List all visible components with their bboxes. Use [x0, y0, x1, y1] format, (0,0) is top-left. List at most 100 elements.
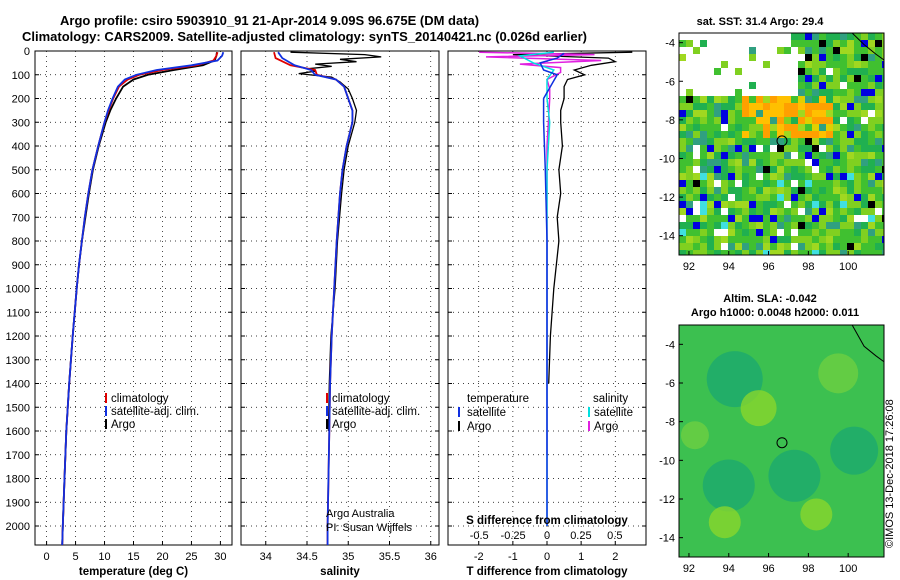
map-cell [784, 89, 791, 96]
map-cell [791, 229, 798, 236]
map-cell [735, 75, 742, 82]
satellite-temperature-diff-line [539, 52, 565, 526]
map-cell [875, 201, 882, 208]
map-cell [833, 187, 840, 194]
map-cell [770, 82, 777, 89]
map-cell [819, 131, 826, 138]
coastline [851, 32, 885, 61]
map-cell [854, 54, 861, 61]
map-cell [826, 131, 833, 138]
map-cell [847, 194, 854, 201]
map-cell [700, 173, 707, 180]
legend-label: Argo [332, 419, 356, 431]
map-cell [875, 180, 882, 187]
x2-tick-label: 0 [544, 530, 550, 542]
map-cell [700, 194, 707, 201]
map-cell [749, 54, 756, 61]
map-cell [784, 222, 791, 229]
map-cell [805, 124, 812, 131]
map-cell [679, 208, 686, 215]
map-cell [749, 89, 756, 96]
map-cell [791, 215, 798, 222]
map-cell [742, 131, 749, 138]
map-cell [679, 33, 686, 40]
map-cell [812, 145, 819, 152]
map-cell [770, 166, 777, 173]
map-cell [770, 180, 777, 187]
map-cell [819, 236, 826, 243]
y-tick-label: -4 [665, 339, 675, 351]
map-cell [805, 229, 812, 236]
y-tick-label: 1600 [6, 426, 30, 438]
x2-tick-label: -0.25 [501, 530, 526, 542]
map-cell [868, 194, 875, 201]
map-cell [749, 131, 756, 138]
map-cell [763, 131, 770, 138]
map-cell [749, 68, 756, 75]
map-cell [854, 173, 861, 180]
map-cell [798, 110, 805, 117]
map-cell [791, 152, 798, 159]
map-cell [714, 82, 721, 89]
y-tick-label: -12 [659, 494, 675, 506]
map-cell [728, 124, 735, 131]
map-cell [693, 145, 700, 152]
map-cell [728, 159, 735, 166]
map-cell [826, 68, 833, 75]
map-cell [756, 68, 763, 75]
map-cell [735, 215, 742, 222]
y-tick-label: -10 [659, 455, 675, 467]
map-cell [763, 236, 770, 243]
map-cell [847, 47, 854, 54]
map-cell [749, 40, 756, 47]
map-cell [707, 82, 714, 89]
map-cell [777, 159, 784, 166]
map-cell [777, 40, 784, 47]
map-cell [728, 173, 735, 180]
map-cell [735, 117, 742, 124]
sla-feature [800, 498, 833, 531]
map-cell [861, 124, 868, 131]
plot-frame [240, 50, 440, 546]
map-cell [686, 54, 693, 61]
map-cell [679, 47, 686, 54]
map-cell [833, 243, 840, 250]
map-cell [714, 229, 721, 236]
map-cell [861, 159, 868, 166]
map-cell [777, 117, 784, 124]
map-cell [805, 110, 812, 117]
map-cell [847, 201, 854, 208]
map-cell [742, 229, 749, 236]
sla-map: 92 94 96 98 100 -4 -6 -8 -10 -12 -14 [659, 324, 885, 575]
map-cell [868, 89, 875, 96]
map-cell [882, 89, 884, 96]
map-cell [756, 82, 763, 89]
map-cell [735, 222, 742, 229]
map-cell [735, 40, 742, 47]
map-cell [770, 75, 777, 82]
map-cell [763, 89, 770, 96]
x-tick-label: 10 [98, 551, 110, 563]
map-cell [798, 103, 805, 110]
map-cell [700, 124, 707, 131]
map-cell [686, 124, 693, 131]
map-cell [875, 117, 882, 124]
map-cell [847, 61, 854, 68]
map-cell [735, 47, 742, 54]
map-cell [805, 187, 812, 194]
map-cell [847, 124, 854, 131]
y-tick-label: -6 [665, 378, 675, 390]
map-cell [868, 180, 875, 187]
map-cell [735, 82, 742, 89]
y-tick-label: -4 [665, 38, 675, 50]
map-cell [784, 110, 791, 117]
map-cell [756, 173, 763, 180]
map-cell [840, 194, 847, 201]
map-cell [882, 166, 884, 173]
map-cell [819, 138, 826, 145]
map-cell [770, 40, 777, 47]
map-cell [756, 145, 763, 152]
map-cell [882, 33, 884, 40]
map-cell [679, 117, 686, 124]
